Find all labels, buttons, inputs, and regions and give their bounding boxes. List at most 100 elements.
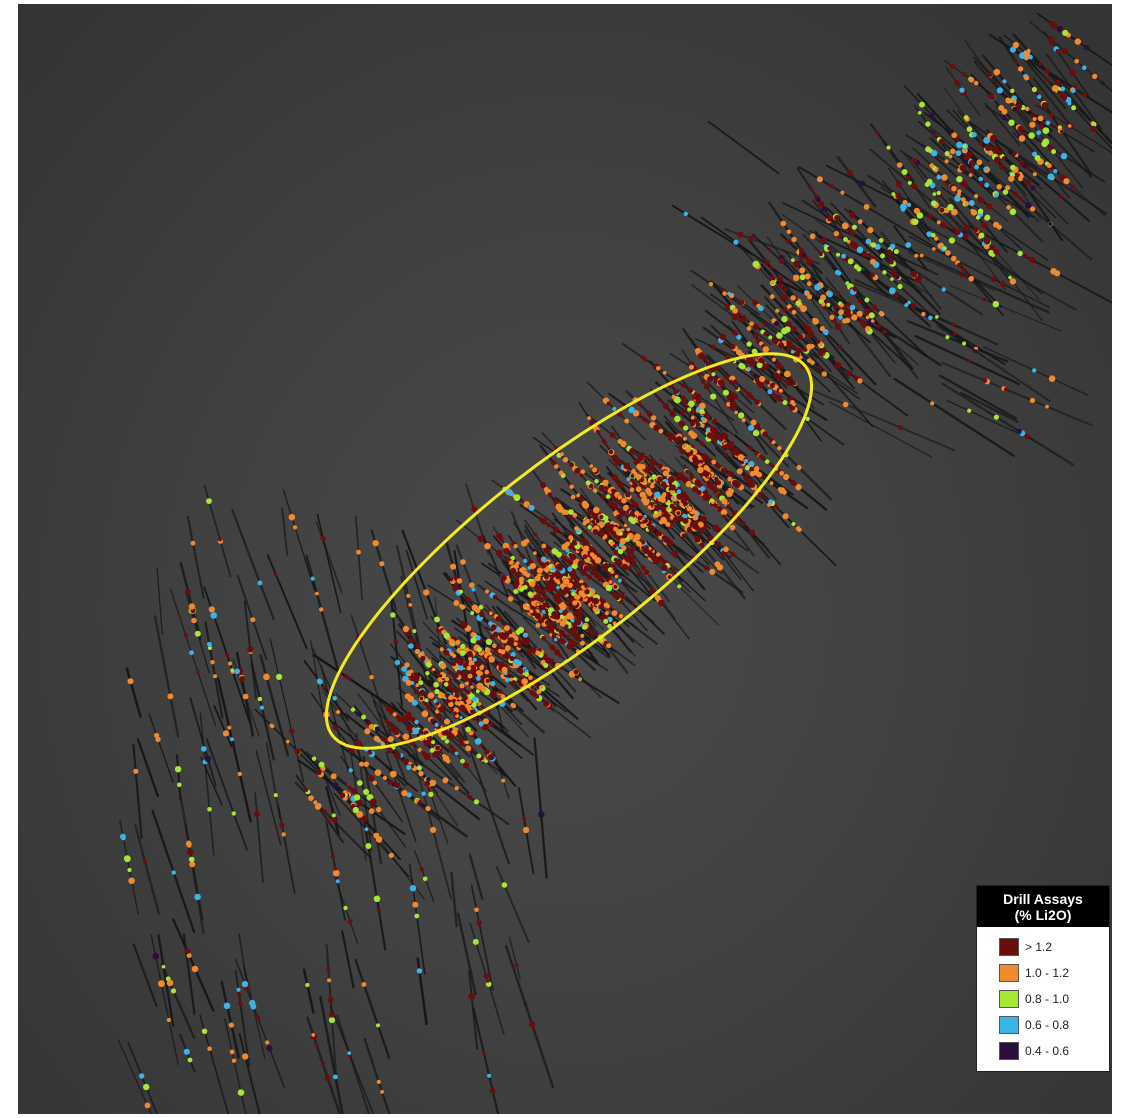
assay-interval [721,498,728,505]
drillhole-trace [455,544,485,617]
assay-interval [660,516,667,524]
assay-interval [984,214,991,221]
assay-interval [540,482,547,489]
assay-interval [599,531,605,537]
assay-interval [166,979,174,987]
assay-interval [790,479,796,486]
drillhole-trace [169,588,217,726]
assay-interval [631,501,638,507]
assay-interval [1022,163,1028,169]
assay-interval [718,437,724,442]
assay-interval [389,770,397,778]
assay-interval [208,646,212,650]
assay-interval [928,315,933,321]
assay-interval [587,416,591,421]
assay-interval [1010,164,1016,171]
assay-interval [649,526,656,532]
assay-interval [826,291,833,298]
assay-interval [489,1087,496,1094]
assay-interval [439,647,444,652]
drillhole-trace [508,936,521,980]
assay-interval [574,543,581,550]
assay-interval [191,965,199,973]
assay-interval [973,349,978,354]
assay-interval [444,676,450,682]
assay-interval [605,604,611,609]
assay-interval [423,589,430,596]
assay-interval [536,689,542,695]
drillhole-scene[interactable] [18,4,1112,1114]
assay-interval [437,674,443,679]
drillhole-trace [234,969,251,1067]
assay-interval [891,192,896,196]
drillhole-trace [117,1039,153,1114]
assay-interval [534,612,542,620]
assay-interval [479,612,485,618]
assay-interval [1009,278,1017,285]
assay-interval [558,470,564,476]
assay-interval [775,308,780,313]
assay-interval [488,656,495,663]
assay-interval [907,300,911,305]
assay-interval [661,564,668,571]
assay-interval [569,554,577,561]
drillhole-trace [533,737,548,879]
assay-interval [542,602,547,607]
assay-interval [783,473,790,481]
assay-interval [528,675,533,680]
assay-interval [978,196,985,204]
assay-interval [735,349,742,356]
assay-interval [966,126,973,132]
assay-interval [415,683,420,688]
drillhole-trace [1032,77,1073,127]
assay-interval [410,676,415,681]
assay-interval [778,342,784,349]
assay-interval [433,681,439,688]
drillhole-3d-viewport[interactable]: Drill Assays (% Li2O) > 1.2 1.0 - 1.2 0.… [18,4,1112,1114]
assay-interval [207,641,212,647]
assay-interval [557,565,563,571]
assay-interval [463,676,469,683]
assay-interval [545,561,550,566]
assay-interval [559,620,567,627]
assay-interval [774,320,780,327]
assay-interval [901,169,908,175]
assay-interval [347,1051,352,1055]
assay-interval [874,243,881,250]
assay-interval [856,266,862,272]
assay-interval [311,1033,316,1037]
assay-interval [658,504,664,511]
assay-interval [930,401,935,406]
assay-interval [712,418,717,424]
assay-interval [582,539,589,546]
assay-interval [683,211,688,217]
assay-interval [273,572,278,577]
assay-interval [617,578,622,583]
drillhole-trace [908,251,996,292]
assay-interval [356,811,364,818]
assay-interval [791,522,796,526]
assay-interval [389,725,397,733]
assay-interval [1031,86,1037,93]
assay-interval [424,698,429,703]
assay-interval [442,777,449,784]
assay-interval [934,236,939,241]
assay-interval [459,683,465,689]
assay-interval [304,788,309,792]
assay-interval [319,607,324,612]
assay-interval [489,611,493,616]
assay-interval [123,855,131,863]
assay-interval [816,176,823,183]
assay-interval [680,395,686,401]
legend-label: > 1.2 [1025,940,1053,954]
assay-interval [956,192,961,197]
assay-interval [954,80,960,86]
assay-interval [996,87,1004,94]
assay-interval [730,551,736,557]
assay-interval [528,504,535,511]
assay-interval [431,667,436,672]
assay-interval [768,462,774,467]
drillhole-trace [691,284,772,346]
assay-interval [640,355,645,360]
assay-interval [779,470,784,476]
